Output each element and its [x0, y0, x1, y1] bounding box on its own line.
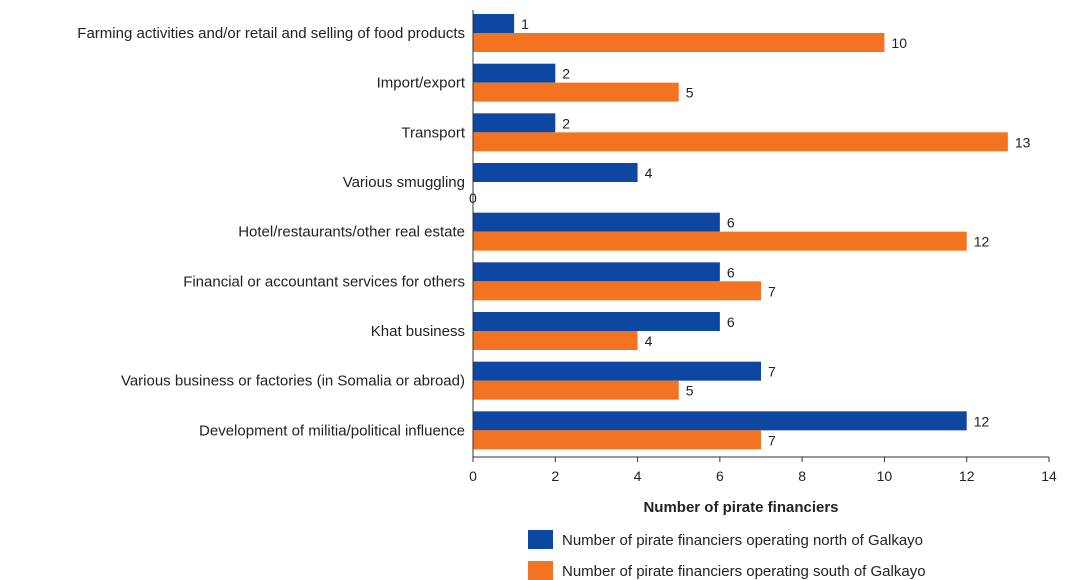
- category-label: Financial or accountant services for oth…: [183, 273, 465, 290]
- data-label: 7: [768, 364, 776, 380]
- category-label: Various business or factories (in Somali…: [121, 373, 465, 390]
- x-tick-label: 14: [1041, 468, 1057, 484]
- x-tick-label: 8: [798, 468, 806, 484]
- x-tick-label: 10: [877, 468, 893, 484]
- legend-label: Number of pirate financiers operating so…: [562, 563, 926, 580]
- category-label: Khat business: [371, 323, 465, 340]
- category-label: Hotel/restaurants/other real estate: [238, 224, 465, 241]
- bar-south: [473, 82, 679, 102]
- category-label: Farming activities and/or retail and sel…: [77, 25, 465, 42]
- bar-south: [473, 281, 761, 301]
- x-tick-label: 6: [716, 468, 724, 484]
- category-label: Import/export: [377, 75, 466, 92]
- x-tick-label: 12: [959, 468, 975, 484]
- data-label: 7: [768, 283, 776, 299]
- bar-south: [473, 33, 885, 52]
- data-label: 13: [1015, 134, 1031, 150]
- bar-north: [473, 14, 515, 33]
- legend-swatch: [528, 561, 553, 580]
- bar-north: [473, 113, 556, 133]
- data-label: 5: [686, 85, 694, 101]
- bar-north: [473, 361, 761, 381]
- bar-north: [473, 312, 720, 331]
- data-label: 4: [645, 165, 653, 181]
- bar-north: [473, 163, 638, 182]
- category-label: Various smuggling: [343, 174, 465, 191]
- data-label: 2: [562, 115, 570, 131]
- legend-swatch: [528, 530, 553, 549]
- bar-south: [473, 380, 679, 400]
- data-label: 5: [686, 383, 694, 399]
- bar-north: [473, 63, 556, 83]
- bar-south: [473, 331, 638, 350]
- data-label: 2: [562, 66, 570, 82]
- bars-group: [473, 14, 1008, 450]
- x-axis-title: Number of pirate financiers: [643, 499, 838, 516]
- bar-south: [473, 430, 761, 450]
- data-label: 6: [727, 215, 735, 231]
- bar-north: [473, 262, 720, 282]
- legend-label: Number of pirate financiers operating no…: [562, 532, 923, 549]
- data-label: 12: [974, 234, 990, 250]
- bar-north: [473, 411, 967, 431]
- bar-south: [473, 231, 967, 251]
- x-tick-label: 2: [551, 468, 559, 484]
- bar-north: [473, 212, 720, 232]
- data-label: 6: [727, 314, 735, 330]
- legend: Number of pirate financiers operating no…: [528, 530, 926, 580]
- x-tick-label: 4: [634, 468, 642, 484]
- x-axis-ticks: 0 2 4 6 8 10 12 14: [469, 457, 1057, 484]
- data-label: 7: [768, 432, 776, 448]
- x-tick-label: 0: [469, 468, 477, 484]
- bar-south: [473, 132, 1008, 152]
- category-label: Development of militia/political influen…: [199, 422, 465, 439]
- category-labels: Farming activities and/or retail and sel…: [77, 25, 466, 439]
- data-label: 10: [891, 35, 907, 51]
- data-label: 6: [727, 264, 735, 280]
- data-label: 12: [974, 413, 990, 429]
- category-label: Transport: [401, 124, 465, 141]
- data-label: 1: [521, 16, 529, 32]
- data-label: 4: [645, 333, 653, 349]
